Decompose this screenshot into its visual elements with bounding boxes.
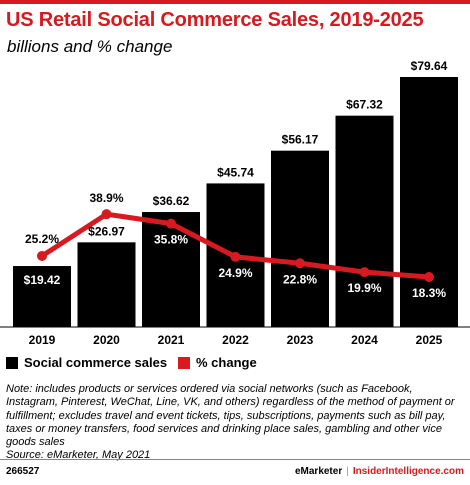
x-tick-label-2020: 2020 bbox=[93, 333, 120, 347]
pct-label-2023: 22.8% bbox=[283, 272, 317, 286]
pct-label-2024: 19.9% bbox=[347, 281, 381, 295]
bar-value-label-2024: $67.32 bbox=[346, 98, 383, 112]
bar-2020 bbox=[77, 242, 136, 327]
pct-label-2021: 35.8% bbox=[154, 233, 188, 247]
bar-2019 bbox=[13, 266, 71, 327]
pct-label-2019: 25.2% bbox=[25, 232, 59, 246]
bar-2023 bbox=[271, 150, 329, 327]
pct-point-2021 bbox=[166, 218, 176, 229]
chart-subtitle: billions and % change bbox=[7, 37, 173, 56]
pct-label-2022: 24.9% bbox=[218, 266, 252, 280]
pct-point-2023 bbox=[295, 258, 305, 269]
pct-label-2025: 18.3% bbox=[412, 286, 446, 300]
bar-2025 bbox=[400, 77, 458, 327]
bar-value-label-2019: $19.42 bbox=[24, 273, 61, 287]
footer-rule bbox=[0, 459, 470, 460]
brand-emarketer: eMarketer bbox=[294, 466, 343, 477]
bar-value-label-2022: $45.74 bbox=[217, 165, 254, 179]
brand-separator: | bbox=[346, 466, 349, 477]
x-tick-label-2023: 2023 bbox=[287, 333, 314, 347]
note-text: Note: includes products or services orde… bbox=[6, 383, 455, 449]
legend-label-bars: Social commerce sales bbox=[24, 355, 168, 370]
pct-point-2020 bbox=[101, 209, 112, 220]
legend-item-bars: Social commerce sales bbox=[6, 355, 167, 370]
pct-point-2025 bbox=[424, 272, 434, 282]
x-tick-label-2024: 2024 bbox=[351, 333, 378, 347]
bar-value-label-2023: $56.17 bbox=[282, 133, 319, 147]
pct-label-2020: 38.9% bbox=[89, 191, 123, 205]
legend-swatch-line bbox=[178, 356, 190, 369]
pct-point-2022 bbox=[230, 251, 241, 262]
brand-insider-intelligence: InsiderIntelligence.com bbox=[352, 466, 464, 477]
chart-title: US Retail Social Commerce Sales, 2019-20… bbox=[6, 9, 424, 31]
chart-id: 266527 bbox=[6, 466, 40, 477]
pct-point-2024 bbox=[359, 267, 370, 278]
legend-label-line: % change bbox=[196, 355, 257, 370]
x-tick-label-2019: 2019 bbox=[29, 333, 56, 347]
source-text: Source: eMarketer, May 2021 bbox=[6, 449, 151, 462]
bar-value-label-2025: $79.64 bbox=[411, 59, 448, 73]
x-tick-label-2022: 2022 bbox=[222, 333, 249, 347]
x-tick-label-2021: 2021 bbox=[158, 333, 185, 347]
bar-2024 bbox=[335, 115, 394, 327]
x-tick-label-2025: 2025 bbox=[416, 333, 443, 347]
footer-brand: eMarketer | InsiderIntelligence.com bbox=[295, 466, 464, 477]
bar-2021 bbox=[142, 212, 200, 327]
legend-swatch-bars bbox=[6, 356, 18, 369]
bar-value-label-2020: $26.97 bbox=[88, 224, 125, 238]
top-accent-rule bbox=[0, 0, 470, 4]
legend-item-line: % change bbox=[178, 355, 257, 370]
pct-point-2019 bbox=[37, 250, 47, 261]
chart-note: Note: includes products or services orde… bbox=[6, 383, 466, 463]
bar-value-label-2021: $36.62 bbox=[153, 194, 190, 208]
chart-svg: 2019 2020 2021 2022 2023 2024 2025 $19.42 $26.97… bbox=[0, 59, 470, 347]
